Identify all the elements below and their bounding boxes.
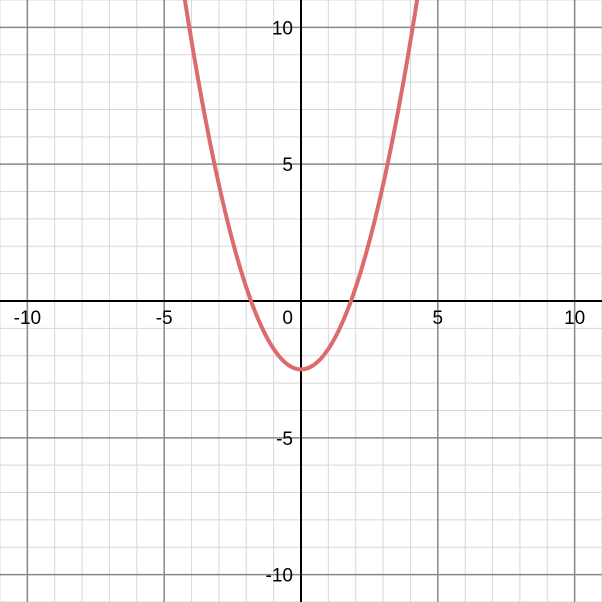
y-tick-label: -10 [266, 566, 293, 587]
x-tick-label: -5 [156, 308, 173, 329]
coordinate-plane-chart: -10 -5 0 5 10 -10 -5 5 10 [0, 0, 602, 602]
x-tick-label: -10 [14, 308, 41, 329]
x-tick-label: 5 [433, 308, 444, 329]
y-tick-label: -5 [276, 429, 293, 450]
chart-svg: -10 -5 0 5 10 -10 -5 5 10 [0, 0, 602, 602]
y-tick-label: 5 [282, 155, 293, 176]
x-tick-label: 0 [282, 308, 293, 329]
x-tick-label: 10 [564, 308, 585, 329]
y-tick-label: 10 [272, 18, 293, 39]
